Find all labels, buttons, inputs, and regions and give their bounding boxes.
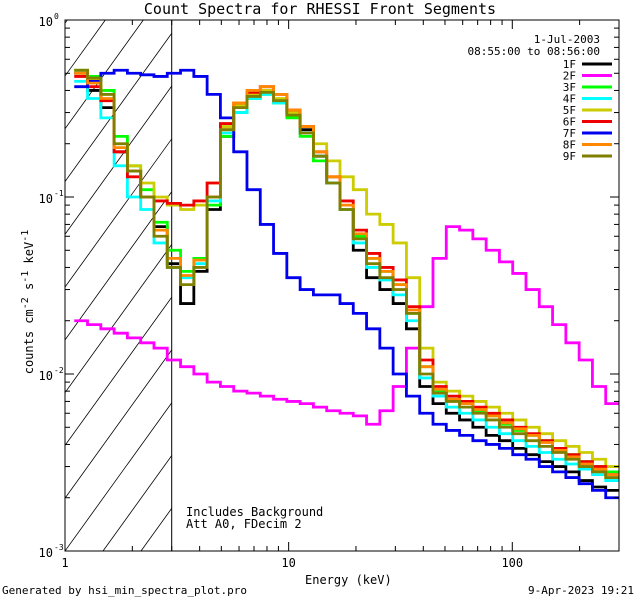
series-line-7f bbox=[74, 68, 619, 500]
y-label-end: keV bbox=[22, 241, 36, 271]
series-line-5f bbox=[74, 68, 619, 468]
generated-by-text: Generated by hsi_min_spectra_plot.pro bbox=[2, 584, 248, 597]
hatch-line bbox=[635, 20, 640, 551]
hatch-line bbox=[102, 454, 172, 551]
hatch-line bbox=[179, 20, 561, 551]
y-tick-exponent: 0 bbox=[54, 12, 59, 21]
y-label-exp-1: -2 bbox=[20, 297, 31, 310]
y-label-mid: s bbox=[22, 282, 36, 298]
series-line-9f bbox=[74, 68, 619, 479]
series-line-6f bbox=[74, 75, 619, 477]
hatch-line bbox=[65, 85, 172, 236]
annotation-attenuator: Att A0, FDecim 2 bbox=[186, 517, 302, 531]
x-tick-label: 10 bbox=[281, 556, 295, 570]
hatch-line bbox=[140, 507, 172, 551]
legend-label-9f: 9F bbox=[563, 150, 576, 163]
y-tick-exponent: -1 bbox=[54, 189, 64, 198]
annotation-background: Includes Background bbox=[186, 505, 324, 519]
hatch-line bbox=[65, 20, 144, 130]
footer-timestamp: 9-Apr-2023 19:21 bbox=[528, 584, 634, 597]
date-block: 1-Jul-2003 08:55:00 to 08:56:00 bbox=[468, 34, 600, 58]
legend-label-2f: 2F bbox=[563, 70, 576, 83]
chart-title: Count Spectra for RHESSI Front Segments bbox=[143, 0, 497, 18]
legend-label-3f: 3F bbox=[563, 81, 576, 94]
y-tick-label: 10 bbox=[39, 546, 53, 560]
hatched-region bbox=[65, 20, 640, 551]
y-label-exp-3: -1 bbox=[20, 229, 31, 242]
y-tick-label: 10 bbox=[39, 15, 53, 29]
y-axis-label: counts cm-2 s-1 keV-1 bbox=[20, 222, 36, 382]
legend-label-8f: 8F bbox=[563, 139, 576, 152]
x-tick-label: 100 bbox=[501, 556, 523, 570]
hatch-line bbox=[65, 191, 172, 341]
y-label-exp-2: -1 bbox=[20, 270, 31, 283]
y-label-main: counts cm bbox=[22, 309, 36, 375]
time-range: 08:55:00 to 08:56:00 bbox=[467, 45, 600, 58]
hatch-line bbox=[65, 402, 172, 551]
legend-label-6f: 6F bbox=[563, 116, 576, 129]
x-axis-label: Energy (keV) bbox=[305, 573, 392, 587]
series-line-2f bbox=[74, 225, 619, 426]
legend-label-4f: 4F bbox=[563, 93, 576, 106]
y-tick-exponent: -3 bbox=[54, 543, 64, 552]
hatch-line bbox=[65, 32, 172, 183]
y-tick-label: 10 bbox=[39, 192, 53, 206]
x-tick-label: 1 bbox=[61, 556, 68, 570]
observation-date: 1-Jul-2003 bbox=[533, 33, 600, 46]
legend-label-7f: 7F bbox=[563, 127, 576, 140]
series-line-4f bbox=[74, 79, 619, 482]
legend-label-5f: 5F bbox=[563, 104, 576, 117]
series-line-3f bbox=[74, 68, 619, 474]
plot-frame bbox=[64, 19, 620, 552]
hatch-line bbox=[65, 138, 172, 288]
legend-label-1f: 1F bbox=[563, 58, 576, 71]
hatch-line bbox=[65, 349, 172, 499]
hatch-line bbox=[65, 243, 172, 394]
y-tick-exponent: -2 bbox=[54, 366, 64, 375]
y-tick-label: 10 bbox=[39, 369, 53, 383]
